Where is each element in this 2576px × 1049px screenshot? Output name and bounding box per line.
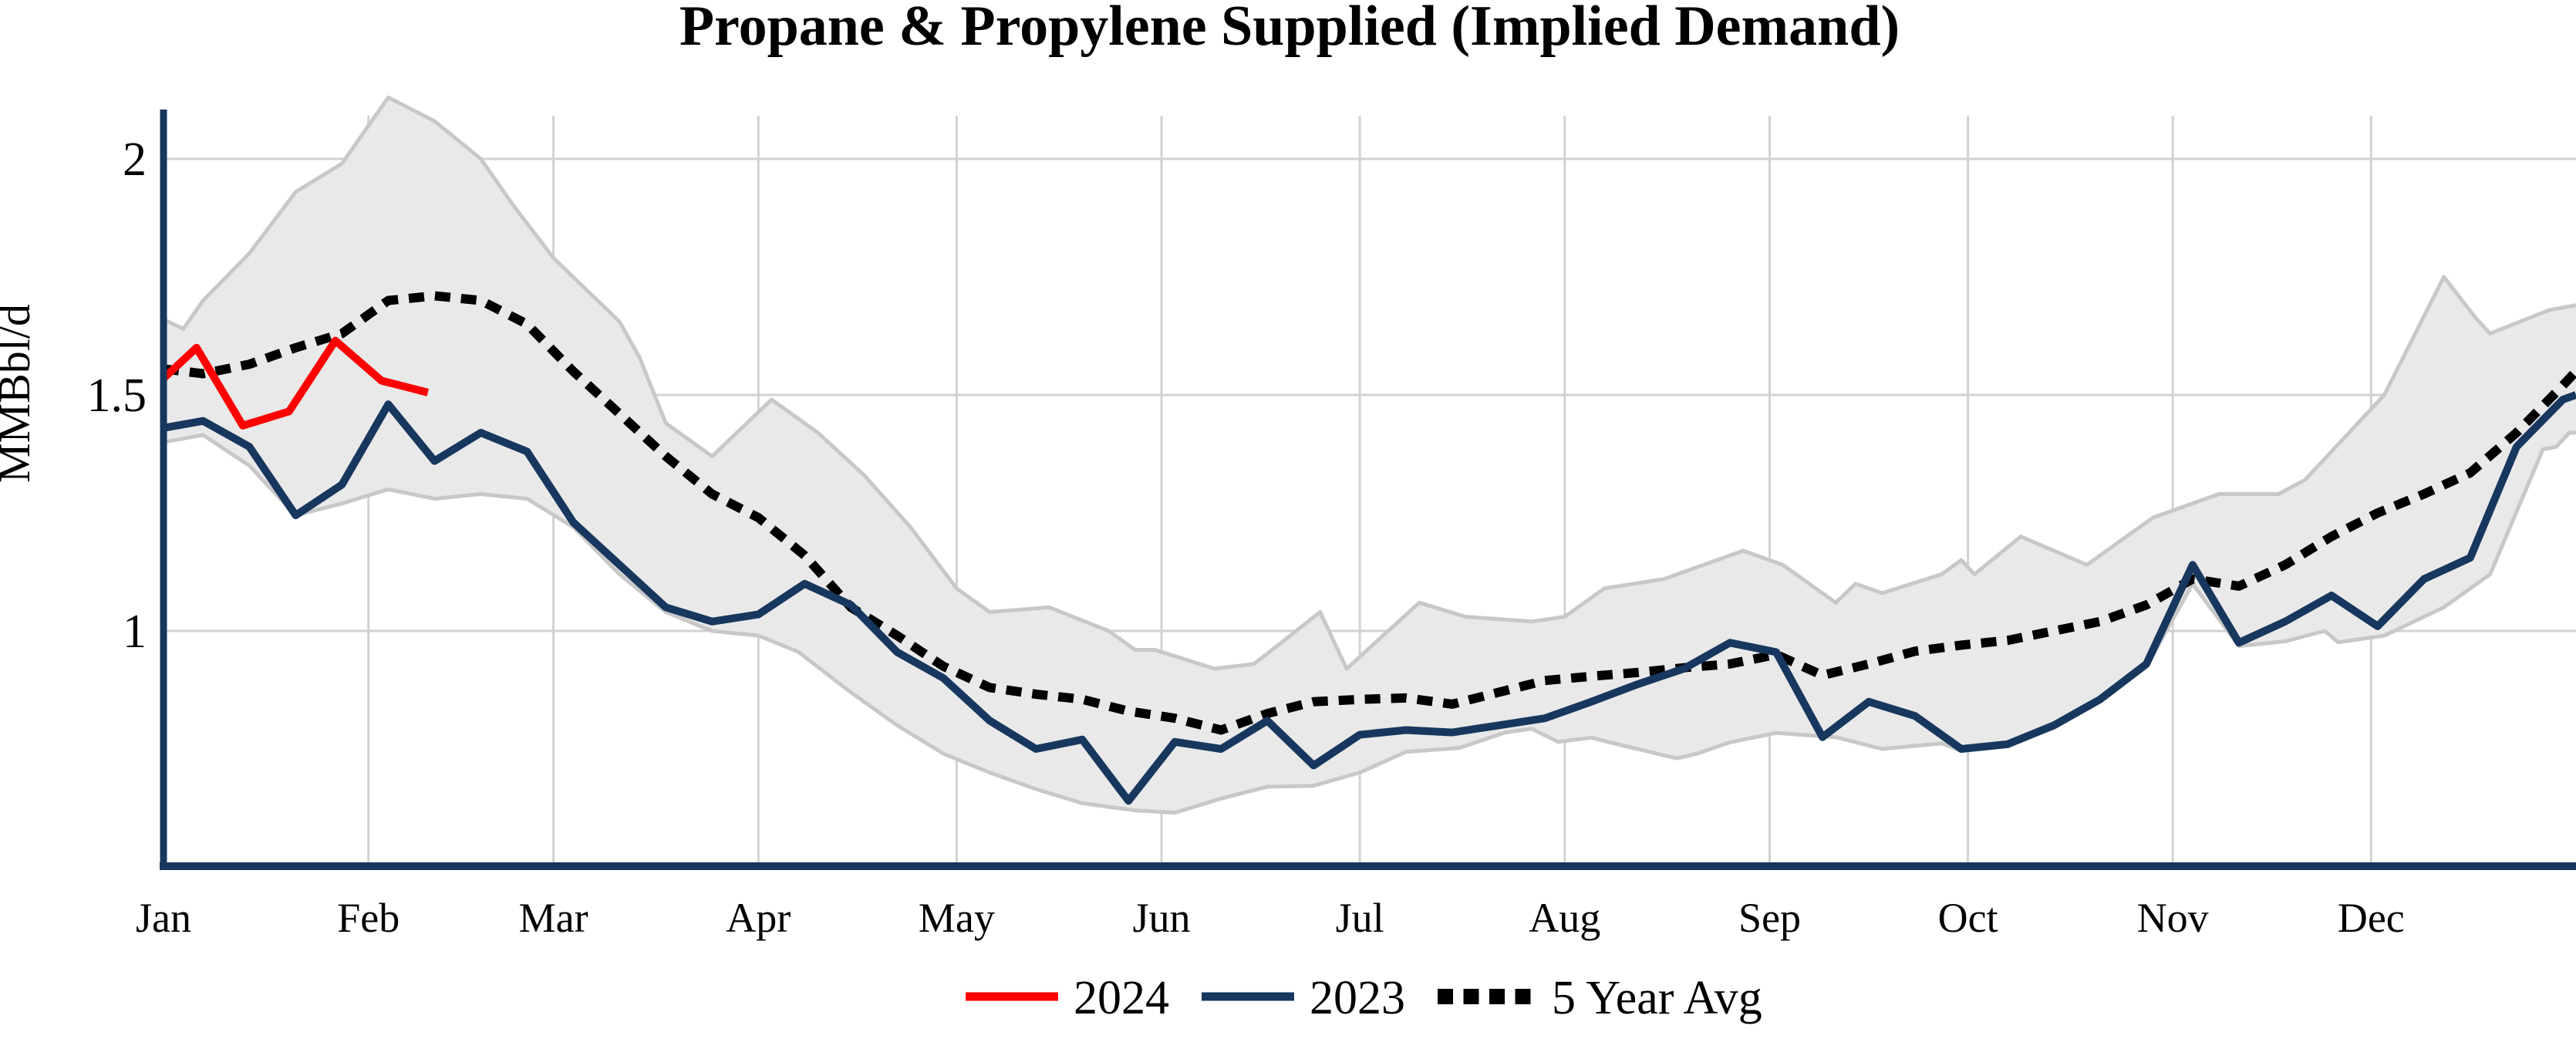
series-2024-line bbox=[160, 336, 430, 430]
y-tick-label: 1 bbox=[123, 605, 147, 658]
y-axis-title: MMBbl/d bbox=[0, 304, 39, 483]
five-year-range-area bbox=[164, 97, 2576, 813]
chart-title: Propane & Propylene Supplied (Implied De… bbox=[679, 0, 1900, 58]
five-year-range-band bbox=[162, 95, 2576, 815]
legend-5yr-label: 5 Year Avg bbox=[1552, 972, 1762, 1024]
series-layer bbox=[160, 291, 2576, 805]
x-tick-label: Feb bbox=[337, 895, 400, 941]
x-tick-label: Jun bbox=[1132, 895, 1190, 941]
five-year-range-top-edge bbox=[162, 95, 2576, 671]
tick-labels-layer: 2 1.5 1 Jan Feb Mar Apr May Jun Jul Aug Sep Oct Nov De… bbox=[87, 133, 2405, 941]
x-tick-label: May bbox=[919, 895, 995, 941]
x-tick-label: Sep bbox=[1738, 895, 1801, 941]
legend-2024-label: 2024 bbox=[1074, 972, 1169, 1024]
x-tick-label: Dec bbox=[2338, 895, 2405, 941]
x-tick-label: Aug bbox=[1529, 895, 1600, 941]
legend: 2024 2023 5 Year Avg bbox=[966, 972, 1762, 1024]
five-year-range-bottom-edge bbox=[163, 430, 2576, 815]
x-tick-label: Jan bbox=[136, 895, 191, 941]
series-2023-line bbox=[163, 391, 2576, 805]
x-tick-label: Apr bbox=[726, 895, 791, 941]
x-tick-label: Jul bbox=[1336, 895, 1384, 941]
x-tick-label: Oct bbox=[1938, 895, 1998, 941]
axes-layer bbox=[160, 110, 2576, 870]
y-tick-label: 1.5 bbox=[87, 369, 147, 422]
x-tick-label: Mar bbox=[519, 895, 588, 941]
x-tick-label: Nov bbox=[2137, 895, 2209, 941]
y-tick-label: 2 bbox=[123, 133, 147, 186]
legend-2023-label: 2023 bbox=[1310, 972, 1405, 1024]
